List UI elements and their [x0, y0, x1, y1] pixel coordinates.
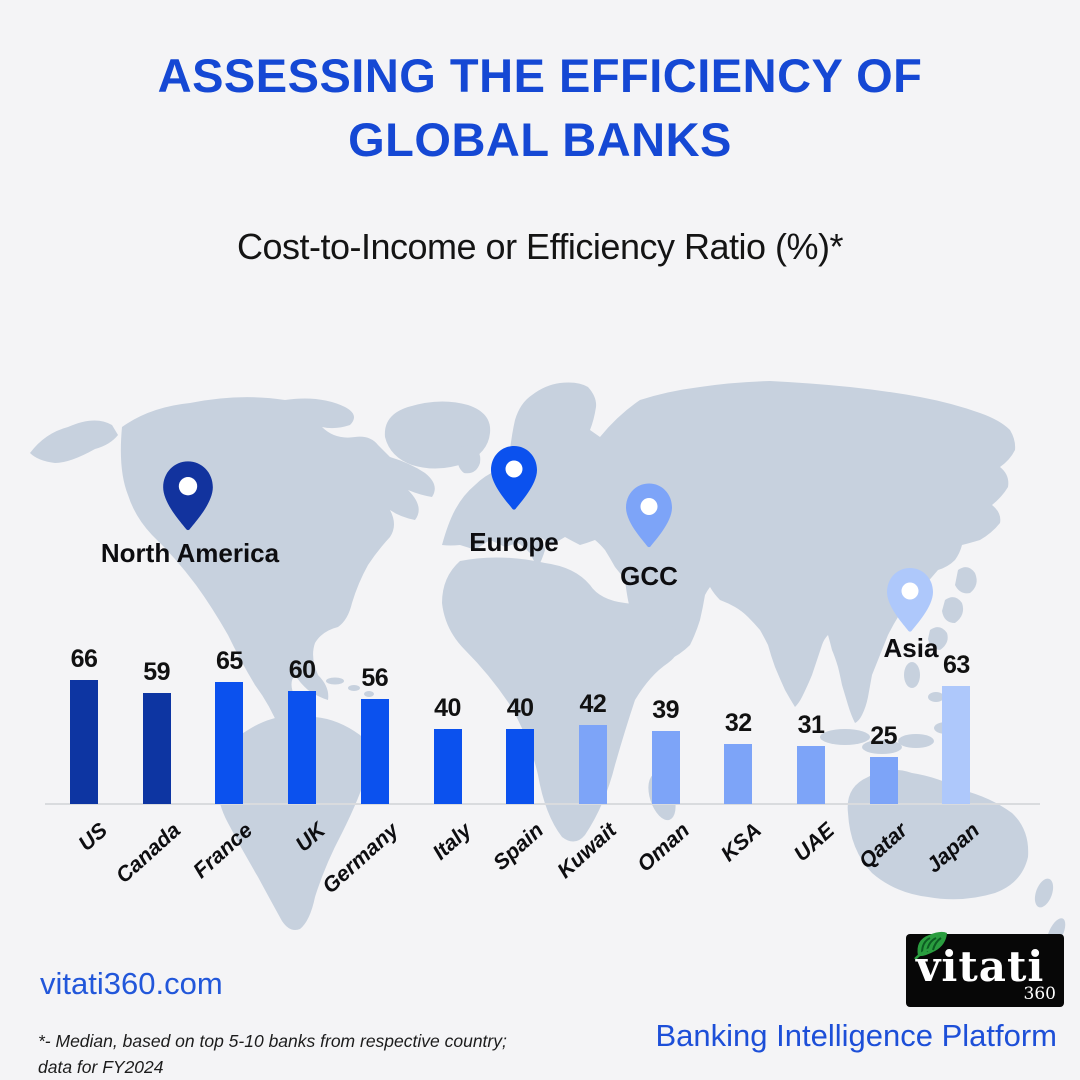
- map-indonesia-3: [898, 734, 934, 748]
- location-pin-icon: [163, 461, 213, 531]
- bar-UAE: [797, 746, 825, 804]
- location-pin-icon: [626, 483, 672, 548]
- website-link[interactable]: vitati360.com: [40, 966, 223, 1001]
- value-label-UAE: 31: [797, 711, 825, 739]
- page-title-line1: ASSESSING THE EFFICIENCY OF: [157, 49, 923, 102]
- brand-tagline: Banking Intelligence Platform: [655, 1018, 1057, 1053]
- page-title: ASSESSING THE EFFICIENCY OF GLOBAL BANKS: [0, 44, 1080, 172]
- map-island: [928, 692, 944, 702]
- location-pin-icon: [491, 446, 537, 510]
- pin-asia: [885, 566, 935, 641]
- pin-label-gcc: GCC: [620, 561, 678, 591]
- value-label-Canada: 59: [143, 658, 171, 686]
- bar-Canada: [142, 693, 171, 804]
- value-label-Oman: 39: [652, 696, 679, 724]
- map-africa: [442, 557, 681, 842]
- value-label-Germany: 56: [361, 664, 389, 692]
- map-caribbean: [326, 677, 344, 685]
- value-label-UK: 60: [288, 656, 316, 684]
- footnote: *- Median, based on top 5-10 banks from …: [38, 1028, 507, 1080]
- pin-label-asia: Asia: [883, 633, 939, 663]
- bar-US: [70, 680, 98, 804]
- value-label-Spain: 40: [506, 694, 534, 722]
- map-japan: [955, 567, 977, 594]
- footnote-line2: data for FY2024: [38, 1057, 164, 1077]
- bar-Germany: [360, 699, 389, 804]
- logo-sub-text: 360: [1023, 984, 1056, 1004]
- bar-Qatar: [869, 757, 898, 804]
- bar-France: [215, 682, 244, 804]
- vitati-logo: vitati 360: [906, 931, 1064, 1007]
- pin-europe: [489, 443, 539, 520]
- bar-Italy: [433, 729, 462, 804]
- leaf-icon: [914, 931, 947, 960]
- map-japan-2: [942, 597, 964, 623]
- bar-Japan: [942, 686, 971, 804]
- map-new-zealand: [1034, 878, 1054, 908]
- map-philippines: [904, 662, 920, 688]
- map-uk: [451, 425, 474, 447]
- value-label-France: 65: [215, 647, 243, 675]
- pin-north-america: [161, 459, 215, 540]
- bar-Oman: [651, 731, 680, 804]
- page-title-line2: GLOBAL BANKS: [348, 113, 732, 166]
- bar-Spain: [506, 729, 535, 804]
- footnote-line1: *- Median, based on top 5-10 banks from …: [38, 1031, 507, 1051]
- pin-gcc: [624, 481, 674, 557]
- value-label-Qatar: 25: [870, 722, 898, 750]
- map-ireland: [457, 446, 481, 474]
- logo-text: vitati: [916, 942, 1045, 991]
- map-japan-3: [928, 627, 948, 650]
- map-indonesia-2: [862, 740, 902, 754]
- map-indonesia: [820, 729, 870, 745]
- value-label-Japan: 63: [942, 651, 970, 679]
- map-eurasia: [442, 381, 1016, 723]
- bar-KSA: [724, 744, 753, 804]
- bar-Kuwait: [578, 725, 607, 804]
- value-label-Kuwait: 42: [579, 690, 607, 718]
- pin-label-europe: Europe: [469, 527, 559, 557]
- x-axis-line: [45, 803, 1040, 805]
- chart-subtitle: Cost-to-Income or Efficiency Ratio (%)*: [236, 226, 844, 267]
- map-caribbean-3: [364, 691, 374, 697]
- value-label-US: 66: [70, 645, 98, 673]
- value-label-KSA: 32: [724, 709, 752, 737]
- bar-chart: 66 US 59 Canada 65 France 60 UK 56 Germany 40 Italy…: [45, 640, 1040, 898]
- pin-label-north-america: North America: [100, 538, 280, 568]
- location-pin-icon: [887, 568, 933, 632]
- map-alaska: [30, 420, 118, 463]
- value-label-Italy: 40: [434, 694, 461, 722]
- bar-UK: [288, 691, 317, 804]
- map-caribbean-2: [348, 685, 360, 691]
- map-south-america: [217, 715, 369, 930]
